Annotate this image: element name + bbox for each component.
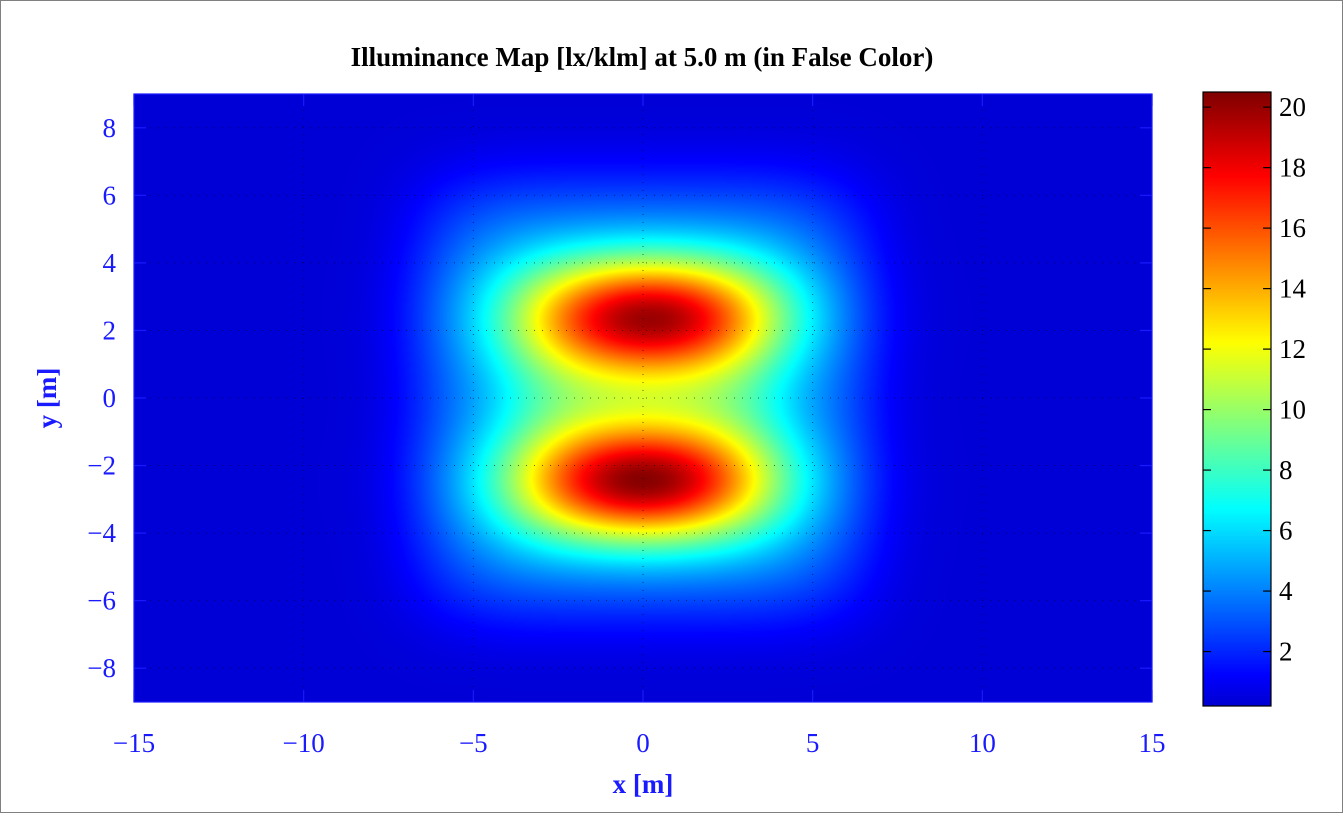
x-tick-label: 10 [969,728,996,758]
colorbar-tick-label: 8 [1279,455,1293,485]
x-axis-ticks: −15 −10 −5 0 5 10 15 [113,94,1166,758]
colorbar-tick-label: 14 [1279,274,1307,304]
colorbar-ticks: 2 4 6 8 10 12 14 16 18 20 [1203,92,1307,667]
colorbar-tick-label: 12 [1279,334,1306,364]
y-tick-label: 2 [103,315,117,345]
colorbar-tick-label: 10 [1279,395,1306,425]
y-tick-label: 8 [103,113,117,143]
colorbar-tick-label: 6 [1279,516,1293,546]
grid-lines [134,94,1152,702]
y-tick-label: −4 [87,518,116,548]
y-axis-ticks: −8 −6 −4 −2 0 2 4 6 8 [87,113,1152,683]
colorbar-tick-label: 18 [1279,153,1306,183]
x-tick-label: −10 [283,728,325,758]
colorbar-tick-label: 4 [1279,576,1293,606]
x-axis-label: x [m] [613,769,674,799]
colorbar-tick-label: 20 [1279,92,1306,122]
y-tick-label: 4 [103,248,117,278]
y-tick-label: 6 [103,180,117,210]
colorbar-fo [1203,92,1271,706]
y-axis-label: y [m] [32,368,62,429]
x-tick-label: 5 [806,728,820,758]
y-tick-label: −8 [87,653,116,683]
x-tick-label: −15 [113,728,155,758]
x-tick-label: 15 [1139,728,1166,758]
colorbar-tick-label: 2 [1279,637,1293,667]
colorbar-tick-label: 16 [1279,213,1306,243]
x-tick-label: 0 [636,728,650,758]
y-tick-label: −6 [87,586,116,616]
colorbar-canvas [1203,92,1271,706]
y-tick-label: 0 [103,383,117,413]
x-tick-label: −5 [459,728,488,758]
chart-title: Illuminance Map [lx/klm] at 5.0 m (in Fa… [351,42,934,72]
y-tick-label: −2 [87,451,116,481]
colorbar-frame [1202,91,1272,707]
